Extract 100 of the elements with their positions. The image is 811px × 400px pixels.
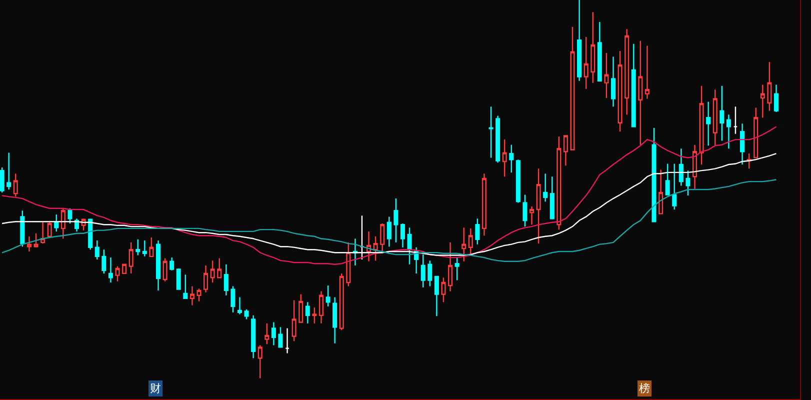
candlestick	[47, 222, 52, 238]
candlestick	[305, 302, 310, 324]
candlestick	[373, 236, 378, 262]
candlestick	[686, 170, 690, 196]
candlestick	[196, 288, 202, 302]
candlestick	[543, 172, 548, 202]
candlestick	[108, 256, 113, 284]
candlestick	[428, 260, 432, 287]
candlestick	[563, 135, 568, 166]
text: 榜	[639, 382, 650, 395]
candlestick	[638, 40, 643, 146]
candlestick	[13, 172, 18, 198]
candlestick	[672, 163, 677, 210]
candlestick	[529, 206, 534, 226]
text: 财	[150, 382, 161, 395]
candlestick	[509, 144, 514, 174]
candlestick	[244, 308, 249, 320]
candlestick	[170, 256, 174, 272]
candlestick	[448, 242, 453, 292]
candlestick	[590, 12, 596, 84]
candlestick	[278, 326, 283, 348]
candlestick	[577, 0, 582, 82]
candlestick	[434, 276, 439, 317]
candlestick	[631, 43, 636, 128]
candlestick	[88, 218, 93, 250]
candlestick	[692, 144, 697, 190]
candlestick	[94, 240, 100, 260]
candlestick	[204, 264, 208, 293]
candlestick	[767, 61, 772, 112]
candlestick	[394, 198, 398, 244]
candlestick	[162, 258, 168, 282]
candlestick	[441, 277, 446, 303]
candlestick	[644, 45, 650, 100]
candlestick	[400, 222, 405, 248]
candlestick	[488, 106, 494, 158]
candlestick	[312, 306, 317, 324]
candlestick	[332, 296, 338, 344]
candlestick	[224, 264, 228, 296]
candlestick	[34, 232, 38, 248]
candlestick	[176, 268, 181, 290]
candlestick	[618, 50, 622, 132]
candlestick	[339, 272, 344, 331]
candlestick	[624, 28, 630, 116]
candlestick	[380, 222, 385, 254]
candlestick	[584, 36, 588, 90]
candlestick	[217, 258, 222, 278]
candlestick	[604, 52, 609, 99]
candlestick	[6, 152, 12, 190]
candlestick	[658, 169, 664, 214]
candlestick	[136, 238, 140, 256]
candlestick	[726, 114, 731, 150]
candlestick	[475, 218, 480, 245]
candlestick	[0, 166, 4, 194]
candlestick	[60, 208, 66, 240]
candlestick	[156, 240, 160, 292]
candlestick	[292, 300, 296, 342]
candlestick	[68, 208, 72, 224]
candlestick	[754, 107, 758, 158]
candlestick	[122, 264, 127, 274]
candlestick	[760, 84, 765, 118]
candlestick	[149, 236, 154, 258]
candlestick	[570, 26, 575, 150]
candlestick	[516, 159, 520, 204]
candlestick	[740, 123, 745, 166]
candlestick	[298, 294, 304, 323]
candlestick	[386, 216, 392, 248]
candlestick	[258, 344, 262, 379]
candlestick	[183, 274, 188, 299]
candlestick	[699, 85, 704, 166]
candlestick	[318, 290, 324, 324]
candlestick	[26, 236, 32, 252]
candlestick	[40, 222, 46, 244]
candlestick	[502, 138, 507, 178]
candlestick	[652, 127, 656, 222]
candlestick	[454, 256, 460, 281]
candlestick	[346, 242, 351, 287]
candlestick	[462, 227, 466, 262]
candlestick	[237, 296, 242, 315]
candlestick	[407, 227, 412, 265]
candlestick	[597, 21, 602, 82]
candlestick	[746, 152, 752, 170]
candlestick	[20, 210, 25, 248]
candlestick	[706, 101, 711, 146]
candlestick	[271, 322, 276, 346]
candlestick	[712, 89, 718, 146]
candlestick	[230, 286, 236, 313]
candlestick	[285, 328, 290, 354]
candlestick	[610, 56, 616, 108]
candlestick	[366, 230, 372, 262]
candlestick	[468, 228, 473, 256]
candlestick	[665, 163, 670, 196]
candlestick	[522, 194, 528, 228]
candlestick	[210, 260, 215, 284]
candlestick	[54, 214, 59, 232]
candlestick	[496, 115, 500, 164]
candlestick	[420, 254, 426, 288]
candlestick	[251, 314, 256, 359]
candlestick	[128, 242, 134, 274]
candlestick	[536, 168, 541, 244]
candlestick	[556, 136, 562, 230]
